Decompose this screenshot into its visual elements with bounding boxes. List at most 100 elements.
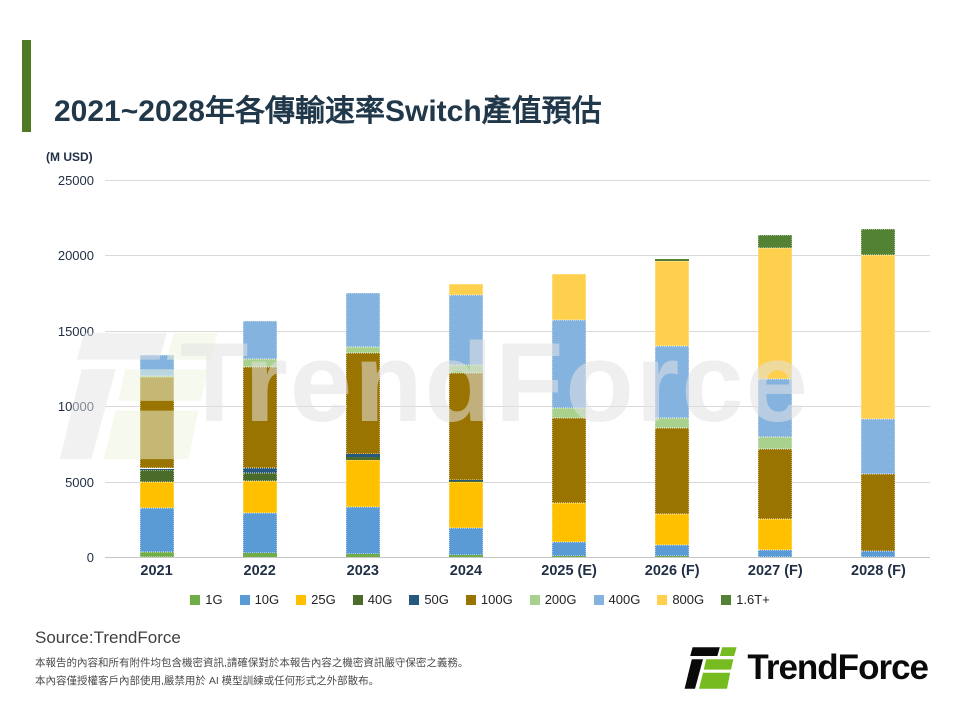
bar-segment-2026F-1.6T+ <box>655 258 690 262</box>
bar-segment-2023-10G <box>345 507 380 554</box>
bar-segment-2027F-1.6T+ <box>758 235 793 249</box>
legend-swatch-800G <box>657 594 668 605</box>
legend-swatch-400G <box>593 594 604 605</box>
x-tick-label-2027F: 2027 (F) <box>747 563 803 579</box>
legend-swatch-40G <box>352 594 363 605</box>
trendforce-logo-text: TrendForce <box>747 648 929 687</box>
title-accent-bar <box>22 40 31 132</box>
bar-segment-2027F-400G <box>758 378 793 438</box>
bar-segment-2026F-25G <box>655 514 690 545</box>
x-tick-label-2028F: 2028 (F) <box>851 563 906 579</box>
bar-segment-2024-100G <box>448 373 483 480</box>
bar-segment-2021-40G <box>139 470 174 483</box>
bar-segment-2024-400G <box>448 294 483 366</box>
bar-segment-2024-25G <box>448 482 483 529</box>
bar-segment-2028F-400G <box>861 419 896 475</box>
bar-segment-2027F-10G <box>758 550 793 557</box>
bar-segment-2021-10G <box>139 508 174 553</box>
bar-segment-2022-10G <box>242 512 277 554</box>
bar-segment-2022-25G <box>242 480 277 513</box>
bar-segment-2025E-100G <box>552 417 587 504</box>
x-tick-label-2022: 2022 <box>243 563 276 579</box>
bar-segment-2021-200G <box>139 375 174 378</box>
legend-label-1G: 1G <box>205 592 223 607</box>
legend-swatch-200G <box>529 594 540 605</box>
bar-segment-2024-1G <box>448 554 483 557</box>
legend-label-100G: 100G <box>480 592 513 607</box>
bar-segment-2021-100G <box>139 377 174 469</box>
gridline-5000 <box>105 481 930 483</box>
bar-segment-2023-400G <box>345 293 380 347</box>
y-tick-label-10000: 10000 <box>57 399 94 415</box>
x-tick-label-2023: 2023 <box>346 563 379 579</box>
trendforce-logo: TrendForce <box>683 642 929 694</box>
legend-label-40G: 40G <box>367 592 393 607</box>
bar-segment-2028F-800G <box>861 255 896 420</box>
legend-swatch-25G <box>296 594 307 605</box>
bar-segment-2027F-800G <box>758 248 793 379</box>
y-tick-label-25000: 25000 <box>57 173 94 188</box>
x-tick-label-2025E: 2025 (E) <box>541 563 597 579</box>
disclaimer-line-2: 本內容僅授權客戶內部使用,嚴禁用於 AI 模型訓練或任何形式之外部散布。 <box>35 675 380 687</box>
bar-segment-2026F-100G <box>655 428 690 515</box>
bar-segment-2026F-800G <box>655 261 690 346</box>
bar-segment-2025E-400G <box>552 319 587 408</box>
gridline-20000 <box>105 255 930 257</box>
legend-label-50G: 50G <box>424 592 449 607</box>
bar-segment-2025E-800G <box>552 273 587 320</box>
legend-label-25G: 25G <box>311 592 336 607</box>
bar-segment-2026F-400G <box>655 345 690 419</box>
bar-segment-2024-40G <box>448 481 483 483</box>
legend-label-400G: 400G <box>608 592 641 607</box>
plot-area: 0 5000 10000 15000 20000 25000 <box>58 173 930 565</box>
x-tick-label-2024: 2024 <box>449 563 483 579</box>
legend-item-40G: 40G <box>352 592 393 607</box>
bar-segment-2028F-10G <box>861 550 896 557</box>
legend-swatch-1.6T+ <box>721 594 732 605</box>
bar-segment-2022-50G <box>242 468 277 473</box>
bar-segment-2025E-200G <box>552 407 587 418</box>
bar-segment-2022-40G <box>242 472 277 481</box>
y-axis-unit-label: (M USD) <box>46 150 93 164</box>
bar-segment-2022-200G <box>242 359 277 368</box>
bar-segment-2021-50G <box>139 468 174 471</box>
legend-item-100G: 100G <box>465 592 513 607</box>
gridline-25000 <box>105 180 930 181</box>
bar-segment-2024-200G <box>448 365 483 374</box>
bar-segment-2025E-1G <box>552 555 587 557</box>
legend-item-10G: 10G <box>239 592 280 607</box>
bar-segment-2021-400G <box>139 355 174 376</box>
legend-label-800G: 800G <box>672 592 705 607</box>
bar-segment-2024-10G <box>448 528 483 555</box>
legend-label-10G: 10G <box>254 592 280 607</box>
legend-label-200G: 200G <box>544 592 577 607</box>
page-title: 2021~2028年各傳輸速率Switch產值預估 <box>54 95 602 129</box>
legend-swatch-50G <box>409 594 420 605</box>
y-tick-label-20000: 20000 <box>57 248 94 264</box>
legend-label-1.6T+: 1.6T+ <box>736 592 770 607</box>
y-tick-label-15000: 15000 <box>57 323 94 339</box>
y-tick-label-5000: 5000 <box>65 474 94 490</box>
trendforce-logo-mark-icon <box>684 647 737 689</box>
legend-swatch-1G <box>190 594 201 605</box>
bar-segment-2023-25G <box>345 459 380 508</box>
gridline-0 <box>105 557 930 558</box>
bar-segment-2022-1G <box>242 553 277 557</box>
bar-segment-2022-100G <box>242 367 277 469</box>
chart-legend: 1G 10G 25G 40G 50G 100G 200G 400G 800G 1.6T+ <box>0 592 960 607</box>
legend-item-25G: 25G <box>296 592 336 607</box>
bar-segment-2024-800G <box>448 284 483 295</box>
y-tick-label-0: 0 <box>86 550 94 565</box>
legend-item-1G: 1G <box>190 592 223 607</box>
legend-item-50G: 50G <box>409 592 449 607</box>
gridline-15000 <box>105 330 930 332</box>
legend-item-400G: 400G <box>593 592 641 607</box>
source-label: Source:TrendForce <box>35 628 181 647</box>
legend-item-200G: 200G <box>529 592 577 607</box>
bar-segment-2021-25G <box>139 482 174 508</box>
legend-swatch-10G <box>239 594 250 605</box>
bar-segment-2028F-1.6T+ <box>861 228 896 256</box>
bar-segment-2023-100G <box>345 352 380 455</box>
bar-segment-2025E-10G <box>552 541 587 556</box>
